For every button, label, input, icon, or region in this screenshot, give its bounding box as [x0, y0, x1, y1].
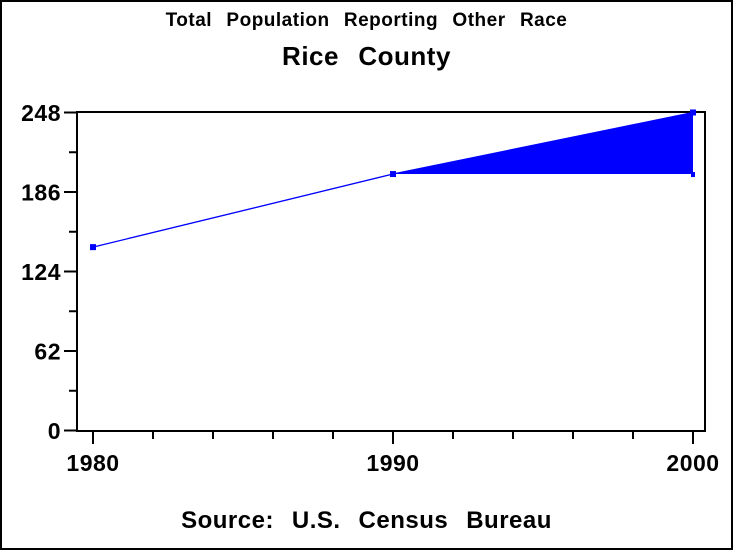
y-axis-tick-label: 248 — [21, 100, 61, 126]
y-axis-tick-label: 186 — [21, 179, 61, 205]
chart-title: Total Population Reporting Other Race — [165, 10, 568, 31]
source-note: Source: U.S. Census Bureau — [181, 507, 552, 534]
y-axis-tick-label: 0 — [48, 418, 61, 444]
x-axis-tick-label: 1980 — [66, 450, 119, 476]
baseline-end-marker — [691, 172, 695, 178]
chart-subtitle: Rice County — [282, 41, 451, 71]
data-point-marker — [390, 171, 396, 178]
x-axis-tick-label: 1990 — [366, 450, 419, 476]
y-axis-tick-label: 124 — [21, 259, 61, 285]
y-axis-tick-label: 62 — [34, 338, 61, 364]
data-point-marker — [690, 109, 696, 116]
x-axis-tick-label: 2000 — [666, 450, 719, 476]
data-point-marker — [90, 244, 96, 251]
